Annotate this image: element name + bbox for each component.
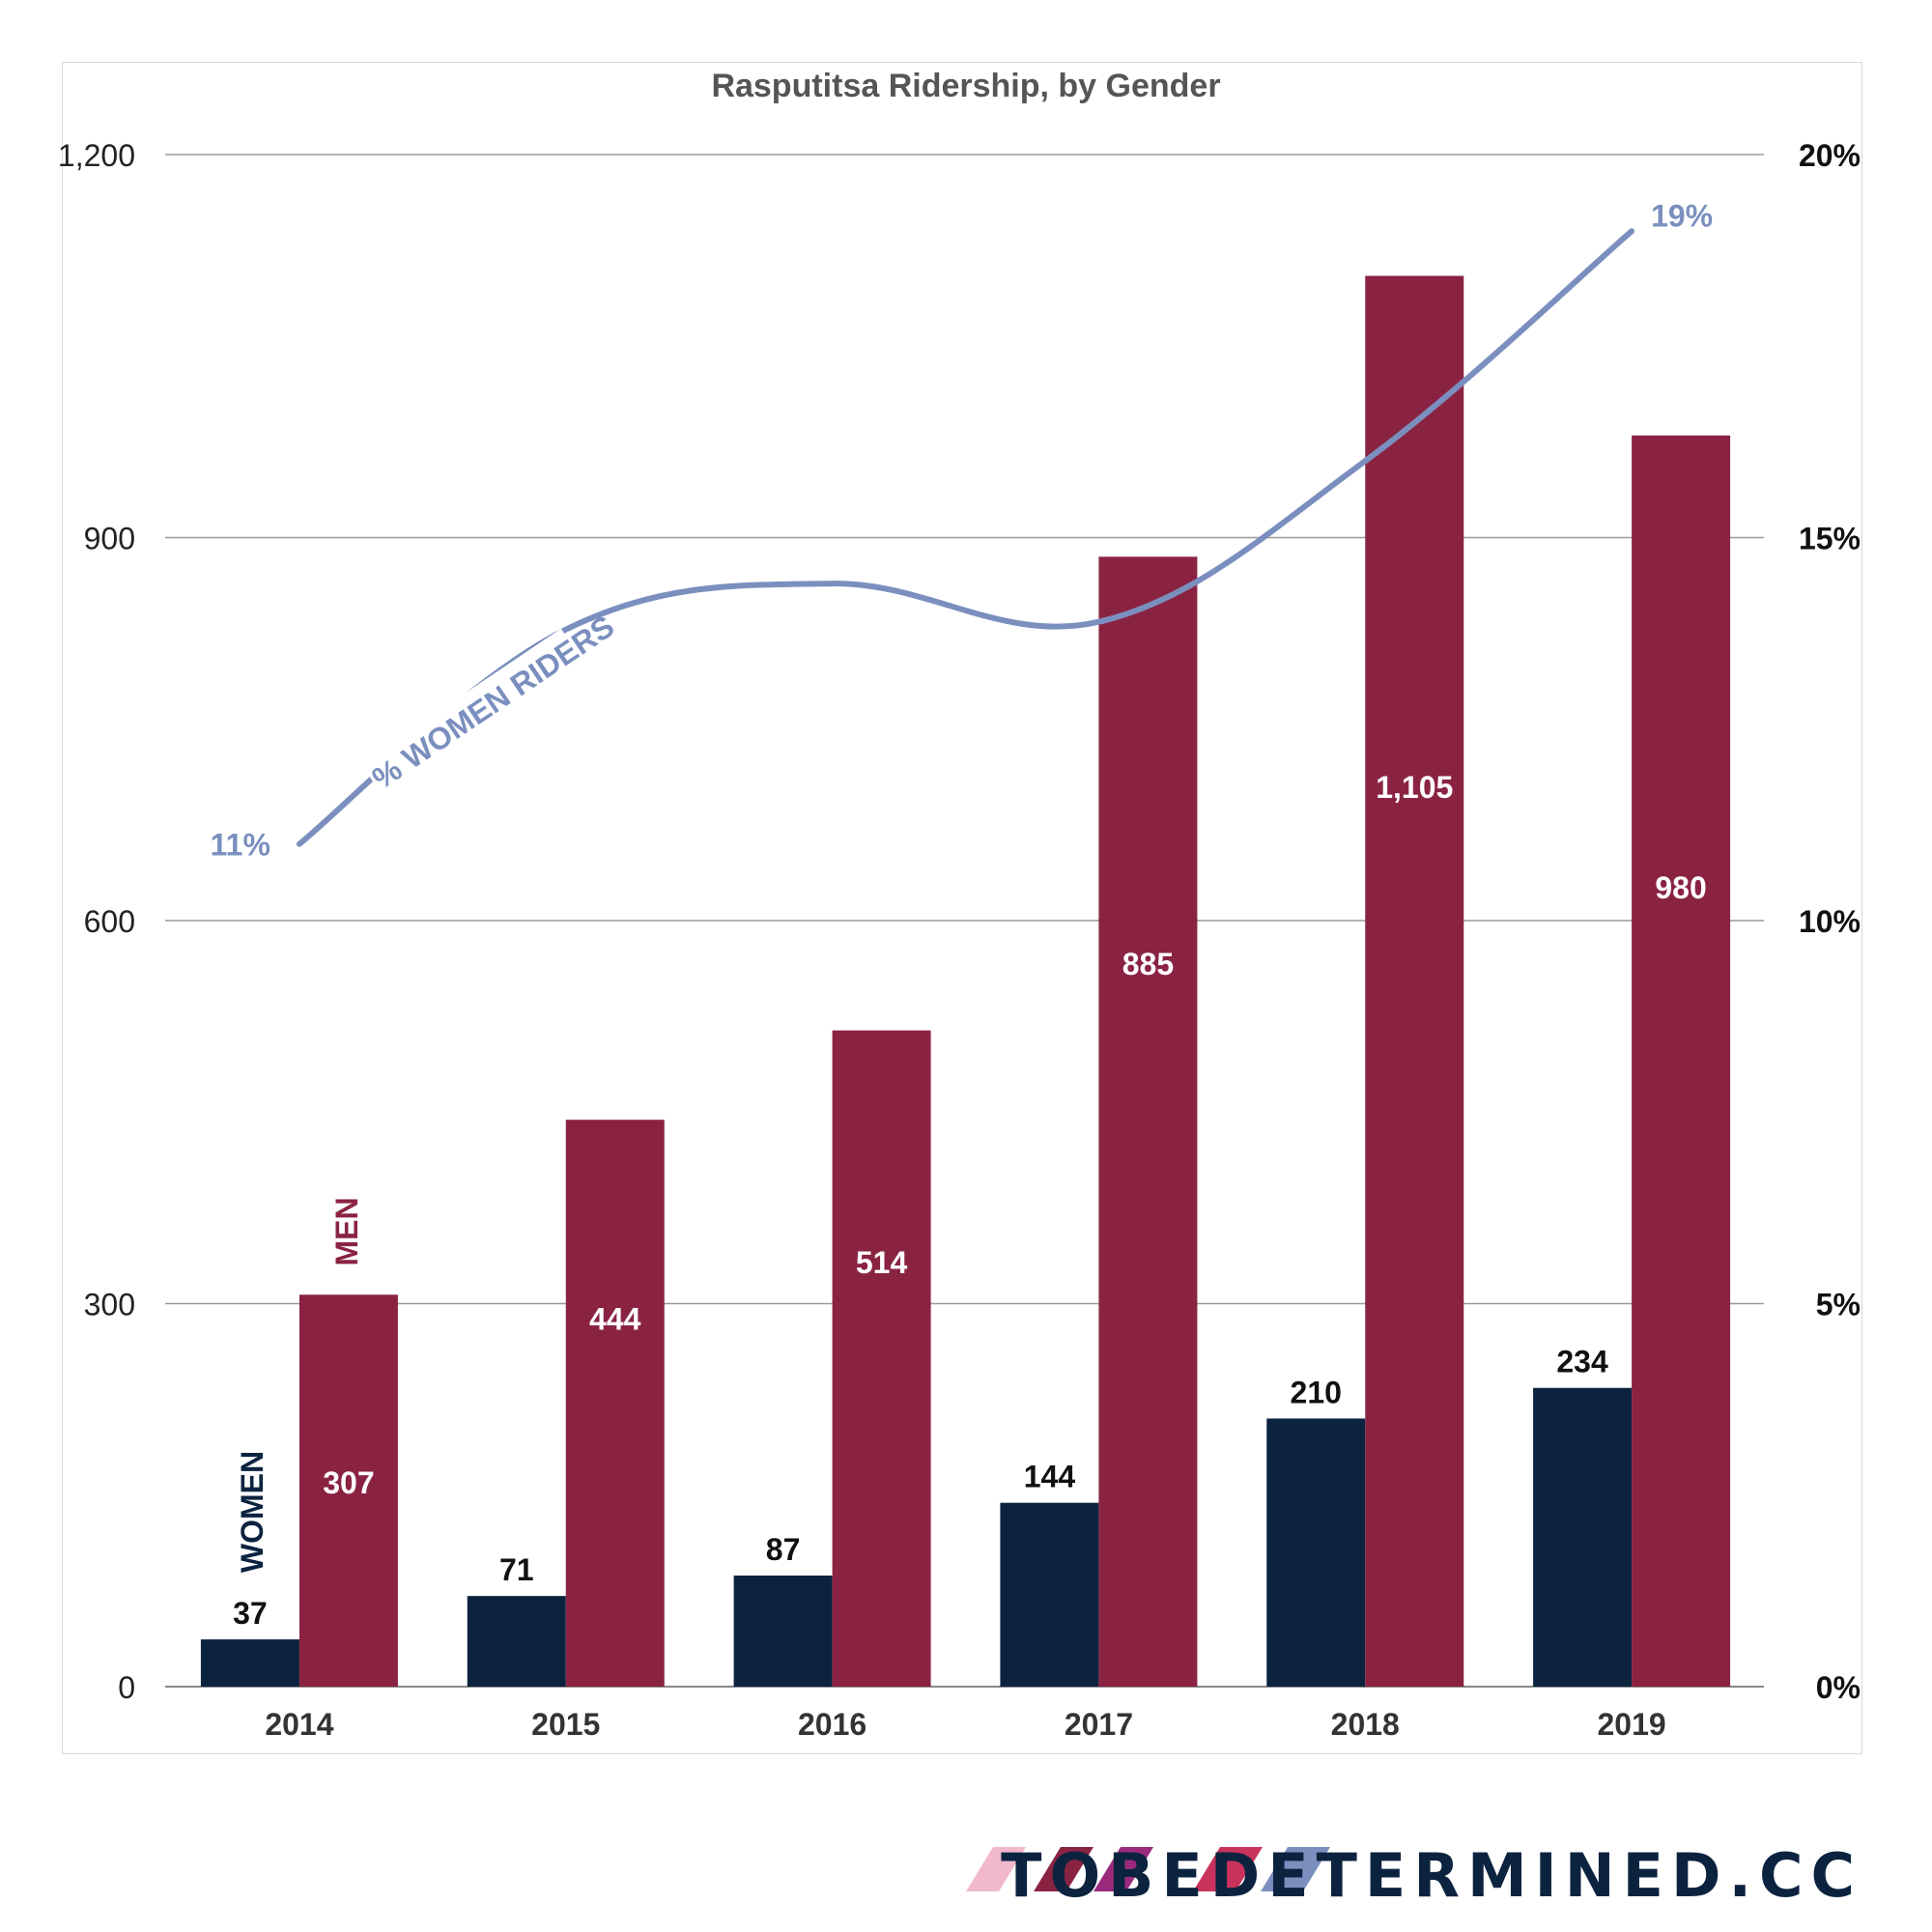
brand-stripe <box>1261 1847 1330 1891</box>
men-data-label: 980 <box>1655 870 1706 905</box>
men-data-label: 307 <box>323 1465 374 1500</box>
bar-women <box>1533 1387 1633 1687</box>
y-tick-label: 300 <box>84 1288 135 1322</box>
x-tick-label: 2019 <box>1597 1707 1665 1742</box>
bar-women <box>200 1639 299 1687</box>
x-tick-label: 2017 <box>1065 1707 1133 1742</box>
y-tick-label: 600 <box>84 904 135 939</box>
y2-tick-label: 0% <box>1816 1670 1861 1705</box>
line-end-label: 19% <box>1651 198 1713 233</box>
y2-tick-label: 15% <box>1799 522 1861 556</box>
x-tick-label: 2015 <box>531 1707 600 1742</box>
y-tick-label: 0 <box>118 1670 135 1705</box>
brand-stripes-icon <box>966 1847 1330 1891</box>
legend-women: WOMEN <box>235 1451 270 1573</box>
y-tick-label: 1,200 <box>58 138 135 173</box>
brand-stripe <box>1094 1847 1153 1891</box>
brand-stripe <box>1193 1847 1263 1891</box>
chart: Rasputitsa Ridership, by Gender 0 300 600 90… <box>58 68 1861 1742</box>
x-tick-label: 2018 <box>1331 1707 1400 1742</box>
men-data-label: 885 <box>1122 947 1174 981</box>
legend-men: MEN <box>329 1197 364 1265</box>
footer <box>0 1835 1932 1932</box>
line-label-gap <box>360 628 581 793</box>
bar-women <box>467 1596 566 1687</box>
brand-stripe <box>966 1847 1026 1891</box>
men-data-label: 514 <box>856 1245 908 1280</box>
bar-women <box>1266 1418 1366 1687</box>
y2-tick-label: 10% <box>1799 904 1861 939</box>
women-data-label: 144 <box>1024 1460 1076 1494</box>
women-data-label: 210 <box>1291 1375 1342 1409</box>
y-tick-label: 900 <box>84 522 135 556</box>
women-data-label: 37 <box>233 1596 268 1631</box>
y2-tick-label: 5% <box>1816 1288 1861 1322</box>
bar-men <box>1365 275 1464 1687</box>
brand-name: TOBEDETERMINED.CC <box>1001 1840 1862 1911</box>
bar-men <box>298 1294 398 1687</box>
women-data-label: 234 <box>1556 1345 1608 1379</box>
bar-men <box>1098 556 1198 1688</box>
bar-women <box>733 1576 833 1687</box>
y2-tick-label: 20% <box>1799 138 1861 173</box>
women-data-label: 71 <box>499 1552 534 1587</box>
brand-stripe <box>1034 1847 1094 1891</box>
bar-men <box>565 1120 665 1687</box>
bar-men <box>832 1030 931 1687</box>
x-tick-label: 2016 <box>798 1707 867 1742</box>
women-data-label: 87 <box>766 1532 801 1567</box>
chart-title: Rasputitsa Ridership, by Gender <box>711 68 1220 104</box>
men-data-label: 444 <box>589 1301 641 1336</box>
x-tick-label: 2014 <box>265 1707 333 1742</box>
line-series-label: % WOMEN RIDERS <box>366 609 620 796</box>
bar-women <box>1000 1502 1099 1687</box>
line-start-label: 11% <box>211 828 270 863</box>
bar-men <box>1632 435 1731 1688</box>
men-data-label: 1,105 <box>1376 770 1453 805</box>
